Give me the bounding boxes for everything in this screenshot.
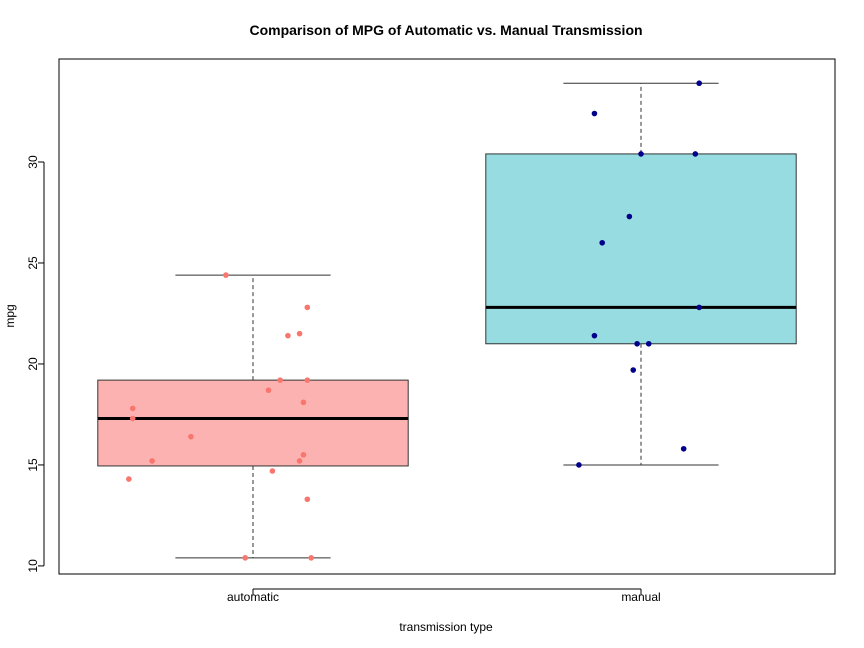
automatic-data-point [265,387,272,394]
manual-data-point [696,80,702,87]
automatic-data-point [300,452,307,458]
manual-data-point [638,151,644,157]
manual-data-point [692,151,699,157]
manual-data-point [576,462,582,468]
y-tick-label: 25 [26,256,40,270]
automatic-box [97,379,409,467]
manual-data-point [591,110,598,117]
automatic-data-point [269,468,276,474]
y-tick-label: 30 [26,155,40,169]
y-tick-label: 15 [26,458,40,472]
manual-data-point [680,445,687,452]
automatic-data-point [223,272,229,278]
automatic-data-point [126,476,132,482]
x-tick-label-automatic: automatic [227,590,279,604]
automatic-data-point [304,304,311,311]
y-tick-label: 10 [26,559,40,573]
automatic-data-point [129,405,136,412]
manual-data-point [599,239,605,246]
manual-data-point [634,340,640,347]
automatic-data-point [304,377,311,383]
manual-data-point [626,213,633,220]
automatic-data-point [242,555,249,561]
automatic-data-point [277,377,283,383]
automatic-data-point [149,458,155,464]
automatic-data-point [188,433,194,440]
y-tick-label: 20 [26,357,40,371]
automatic-data-point [304,496,311,503]
manual-box [485,153,797,345]
automatic-data-point [285,332,291,339]
axes: 10 15 20 25 30 automatic manual [26,155,661,604]
x-axis-label: transmission type [399,620,493,634]
x-tick-label-manual: manual [621,590,660,604]
manual-data-point [696,304,702,311]
plot-layer [97,80,797,561]
plot-frame [58,58,836,575]
manual-data-point [591,332,598,339]
automatic-data-point [296,458,303,464]
chart-title: Comparison of MPG of Automatic vs. Manua… [249,22,642,38]
automatic-data-point [300,399,307,406]
automatic-data-point [308,555,315,561]
y-axis-label: mpg [3,304,17,327]
automatic-data-point [129,415,136,422]
manual-data-point [645,340,652,347]
automatic-data-point [296,330,303,337]
manual-data-point [630,367,637,373]
